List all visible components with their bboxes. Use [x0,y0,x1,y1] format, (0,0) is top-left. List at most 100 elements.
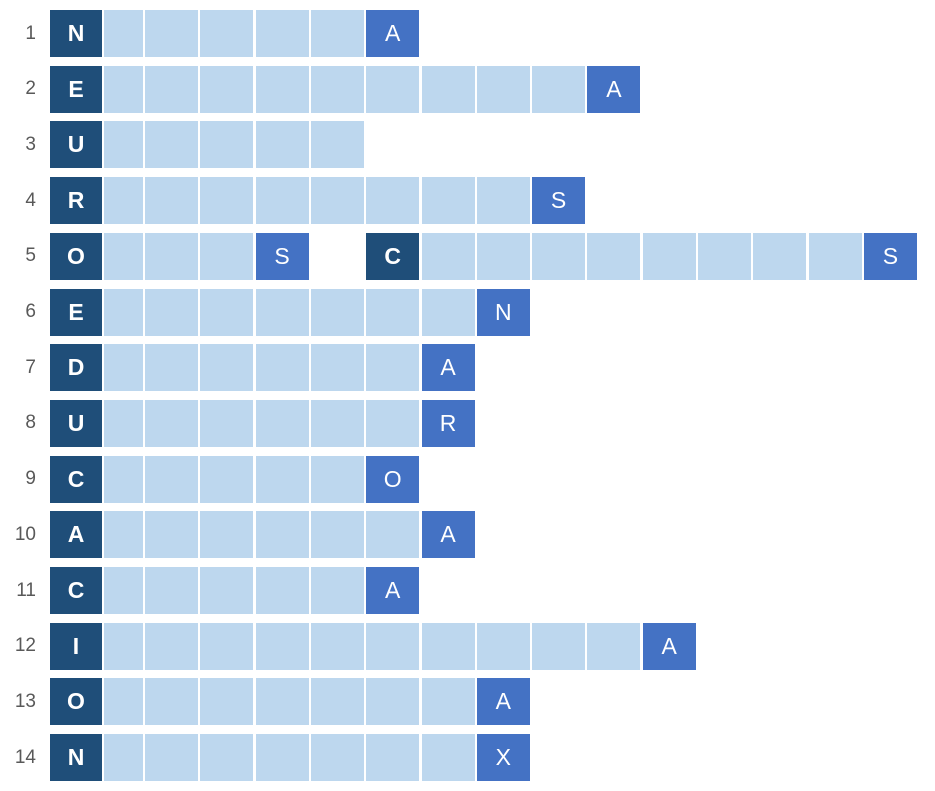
empty-cell [476,622,530,670]
empty-cell [310,344,364,392]
empty-cell [200,511,254,559]
empty-cell [310,10,364,57]
given-letter: A [421,511,475,559]
empty-cell [104,344,143,392]
empty-cell [104,734,143,782]
row-number: 1 [25,22,36,44]
empty-cell [200,399,254,447]
empty-cell [104,10,143,57]
empty-cell [366,288,420,336]
row-number: 9 [25,468,36,490]
empty-cell [104,678,143,726]
empty-cell [366,177,420,225]
empty-cell [421,288,475,336]
given-letter: A [366,567,420,614]
empty-cell [421,622,475,670]
empty-cell [421,232,475,280]
empty-cell [476,232,530,280]
empty-cell [255,678,309,726]
empty-cell [310,65,364,113]
empty-cell [104,622,143,670]
key-letter: N [50,10,102,57]
empty-cell [255,734,309,782]
row-number: 8 [25,412,36,434]
empty-cell [366,678,420,726]
empty-cell [255,399,309,447]
empty-cell [421,734,475,782]
given-letter: A [366,10,420,57]
empty-cell [104,455,143,503]
given-letter: R [421,399,475,447]
given-letter: X [476,734,530,782]
empty-cell [200,232,254,280]
row-number: 11 [16,579,36,601]
empty-cell [255,455,309,503]
empty-cell [200,678,254,726]
empty-cell [255,622,309,670]
given-letter: S [255,232,309,280]
empty-cell [532,65,586,113]
key-letter: N [50,734,102,782]
key-letter: D [50,344,102,392]
row-number: 10 [14,523,36,545]
key-letter: A [50,511,102,559]
empty-cell [145,399,198,447]
empty-cell [421,177,475,225]
empty-cell [532,232,586,280]
empty-cell [104,65,143,113]
empty-cell [698,232,751,280]
key-letter: I [50,622,102,670]
key-letter: E [50,65,102,113]
empty-cell [200,65,254,113]
empty-cell [200,455,254,503]
empty-cell [145,10,198,57]
given-letter: A [642,622,696,670]
key-letter: U [50,121,102,169]
given-letter: A [476,678,530,726]
empty-cell [104,511,143,559]
empty-cell [145,511,198,559]
empty-cell [104,567,143,614]
empty-cell [310,177,364,225]
row-number: 4 [25,189,36,211]
empty-cell [255,288,309,336]
given-letter: S [532,177,586,225]
empty-cell [255,344,309,392]
empty-cell [310,734,364,782]
key-letter: C [50,455,102,503]
key-letter: R [50,177,102,225]
empty-cell [200,10,254,57]
empty-cell [366,399,420,447]
given-letter: A [587,65,641,113]
empty-cell [366,344,420,392]
empty-cell [310,567,364,614]
row-number: 13 [14,690,36,712]
empty-cell [255,121,309,169]
empty-cell [366,511,420,559]
empty-cell [421,65,475,113]
empty-cell [255,65,309,113]
empty-cell [476,65,530,113]
empty-cell [421,678,475,726]
empty-cell [104,177,143,225]
row-number: 3 [25,133,36,155]
empty-cell [200,121,254,169]
row-number: 2 [25,78,36,100]
given-letter: A [421,344,475,392]
empty-cell [145,455,198,503]
empty-cell [145,734,198,782]
empty-cell [255,567,309,614]
given-letter: C [366,232,420,280]
empty-cell [310,622,364,670]
row-number: 12 [14,635,36,657]
empty-cell [310,511,364,559]
empty-cell [255,177,309,225]
empty-cell [476,177,530,225]
empty-cell [145,288,198,336]
empty-cell [587,232,641,280]
empty-cell [145,344,198,392]
empty-cell [104,121,143,169]
empty-cell [532,622,586,670]
key-letter: U [50,399,102,447]
